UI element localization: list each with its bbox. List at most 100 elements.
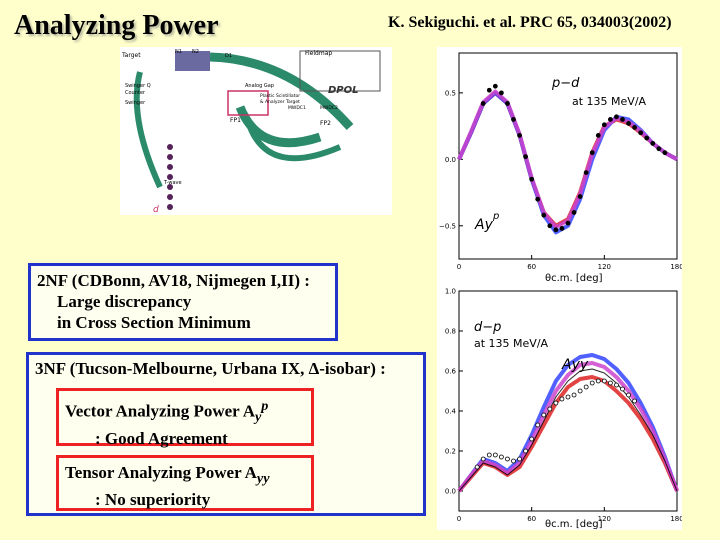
vector-line1-prefix: Vector Analyzing Power A: [65, 401, 255, 421]
ayy-data-point: [607, 380, 613, 386]
chart-ayy-xlabel: θc.m. [deg]: [545, 519, 603, 530]
ay-data-point: [601, 122, 607, 128]
ay-y-tick-label: 0.0: [445, 156, 456, 164]
ay-data-point: [589, 150, 595, 156]
swinger-magnet: [133, 71, 163, 189]
ayy-data-point: [632, 398, 638, 404]
label-n1: N1: [175, 49, 182, 55]
ay-series-line: [457, 90, 678, 228]
ay-data-point: [607, 117, 613, 122]
ay-data-point: [662, 150, 668, 156]
vector-line2: : Good Agreement: [95, 429, 228, 449]
ay-data-point: [505, 101, 510, 106]
ayy-data-point: [511, 458, 516, 464]
tensor-line1-prefix: Tensor Analyzing Power A: [65, 463, 257, 482]
ayy-data-point: [583, 384, 589, 390]
ay-data-point: [626, 121, 631, 126]
ay-data-point: [565, 220, 571, 226]
label-analyzer: & Analyzer Target: [260, 99, 300, 105]
ay-x-tick-label: 60: [527, 263, 536, 271]
ay-data-point: [559, 226, 565, 231]
ayy-data-point: [517, 456, 522, 462]
label-dpol: DPOL: [328, 85, 359, 96]
ayy-data-point: [614, 382, 619, 388]
ay-data-point: [614, 114, 619, 120]
ayy-x-tick-label: 60: [527, 515, 536, 523]
label-plastic: Plastic Scintillator: [260, 93, 300, 99]
ay-data-point: [492, 83, 498, 89]
ay-data-point: [486, 87, 492, 93]
ayy-data-point: [565, 394, 571, 400]
ay-x-tick-label: 180: [670, 263, 682, 271]
ay-y-tick-label: −0.5: [439, 222, 456, 230]
chart-ay: 0 60 120 180−0.50.00.5 p−d at 135 MeV/A Ay …: [437, 47, 682, 285]
ayy-y-tick-label: 0.8: [445, 328, 456, 336]
ay-data-point: [480, 101, 486, 106]
ay-data-point: [517, 133, 522, 138]
chart-ayy-energy-label: at 135 MeV/A: [474, 337, 549, 350]
label-swinger: Swinger: [125, 100, 146, 106]
ayy-data-point: [626, 392, 631, 398]
chart-ayy-series: [457, 353, 679, 493]
chart-ay-energy-label: at 135 MeV/A: [572, 95, 647, 108]
label-target: Target: [121, 52, 141, 59]
ayy-frame: [458, 290, 678, 512]
ay-data-point: [577, 194, 583, 199]
ayy-data-point: [559, 396, 565, 402]
ayy-y-tick-label: 1.0: [445, 288, 456, 296]
box-3nf-line1: 3NF (Tucson-Melbourne, Urbana IX, Δ-isob…: [35, 359, 386, 378]
ayy-data-point: [620, 386, 625, 392]
label-mwdc2: MWDC2: [320, 105, 338, 111]
label-analog-gap: Analog Gap: [245, 83, 274, 89]
ayy-data-point: [601, 378, 607, 384]
box-2nf-line3: in Cross Section Minimum: [57, 313, 251, 332]
ay-data-point: [620, 117, 625, 122]
ayy-x-tick-label: 180: [670, 515, 682, 523]
chart-ayy-axes: 0 60 120 180 0.0 0.2 0.4 0.6 0.8 1.0: [445, 288, 682, 524]
ayy-data-point: [486, 452, 492, 458]
d1-magnet: [209, 52, 354, 130]
box-2nf-line1: 2NF (CDBonn, AV18, Nijmegen I,II) :: [37, 271, 310, 290]
ayy-data-point: [553, 400, 559, 406]
fieldmap-box: [299, 50, 381, 92]
tensor-line1-sub: yy: [256, 470, 270, 487]
ayy-data-point: [529, 436, 535, 442]
ay-data-point: [571, 210, 577, 215]
ayy-data-point: [474, 464, 480, 470]
ayy-data-point: [547, 406, 553, 412]
ayy-data-point: [535, 422, 541, 428]
ay-data-point: [656, 146, 662, 152]
label-swinger-q: Swinger Q: [125, 83, 151, 89]
ayy-x-tick-label: 0: [457, 515, 461, 523]
ayy-data-point: [492, 452, 498, 458]
ay-data-point: [583, 170, 589, 176]
ay-data-point: [595, 133, 601, 138]
label-fp1: FP1: [230, 117, 241, 124]
ay-data-point: [644, 135, 650, 141]
ayy-data-point: [571, 392, 577, 398]
ayy-y-tick-label: 0.6: [445, 368, 457, 376]
ay-data-point: [553, 227, 559, 233]
label-mwdc1: MWDC1: [288, 105, 306, 111]
ay-data-point: [541, 212, 547, 218]
box-tensor-analyzing-power: Tensor Analyzing Power Ayy : No superior…: [56, 455, 314, 511]
analyzer-magnet: [235, 105, 322, 148]
ayy-data-point: [480, 456, 486, 462]
vector-line1-sup: p: [261, 398, 269, 414]
ay-data-point: [547, 223, 553, 229]
chart-ayy-points: [474, 378, 638, 470]
ayy-y-tick-label: 0.2: [445, 448, 456, 456]
ayy-y-tick-label: 0.0: [445, 488, 456, 496]
ay-series-line: [457, 89, 678, 230]
ay-data-point: [523, 154, 529, 160]
vector-line1: Vector Analyzing Power Ayp: [65, 395, 305, 428]
chart-ay-points: [480, 83, 668, 233]
chart-ay-series: [457, 89, 678, 235]
ay-x-tick-label: 0: [457, 263, 461, 271]
ay-data-point: [632, 125, 638, 130]
ayy-data-point: [498, 454, 504, 460]
ay-y-tick-label: 0.5: [445, 89, 456, 97]
ay-data-point: [529, 176, 535, 182]
ayy-x-tick-label: 120: [598, 515, 611, 523]
ayy-data-point: [541, 412, 547, 418]
